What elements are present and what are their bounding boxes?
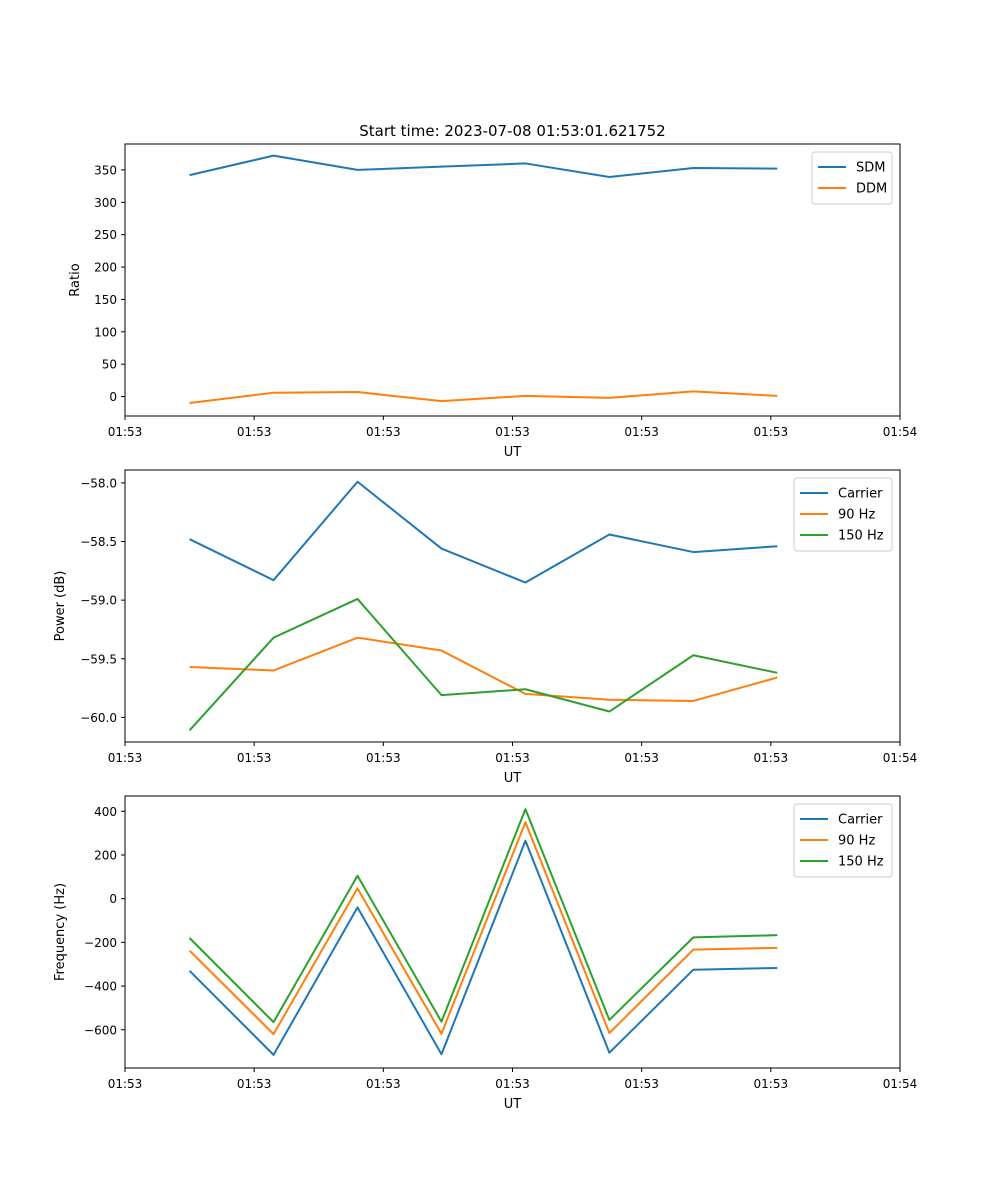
series-line-sdm xyxy=(189,154,778,179)
y-tick-label: −58.0 xyxy=(80,476,117,490)
series-line-carrier xyxy=(188,839,778,1056)
legend-label: DDM xyxy=(856,182,887,197)
legend-label: 90 Hz xyxy=(838,508,875,523)
y-tick-label: 350 xyxy=(94,163,117,177)
x-tick-label: 01:53 xyxy=(237,425,272,439)
x-tick-label: 01:54 xyxy=(883,425,918,439)
x-tick-label: 01:53 xyxy=(108,1077,143,1091)
x-tick-label: 01:53 xyxy=(366,751,401,765)
legend: Carrier 90 Hz 150 Hz xyxy=(793,803,893,878)
x-axis-label: UT xyxy=(504,771,522,786)
x-tick-label: 01:53 xyxy=(237,1077,272,1091)
legend-box xyxy=(793,477,893,552)
legend-label: 150 Hz xyxy=(838,855,884,870)
x-tick-label: 01:53 xyxy=(754,1077,789,1091)
y-tick-label: −600 xyxy=(84,1023,117,1037)
x-tick-label: 01:53 xyxy=(366,425,401,439)
series-line-150-hz xyxy=(188,808,778,1024)
y-tick-label: −59.0 xyxy=(80,594,117,608)
x-tick-label: 01:53 xyxy=(495,425,530,439)
plot-frame xyxy=(124,469,901,743)
series-line-90-hz xyxy=(189,636,778,702)
x-tick-label: 01:54 xyxy=(883,751,918,765)
legend-label: 90 Hz xyxy=(838,834,875,849)
y-tick-label: 0 xyxy=(109,390,117,404)
y-tick-label: 150 xyxy=(94,293,117,307)
y-tick-label: −60.0 xyxy=(80,711,117,725)
legend-label: SDM xyxy=(856,161,885,176)
legend: SDM DDM xyxy=(811,151,893,205)
x-tick-label: 01:54 xyxy=(883,1077,918,1091)
legend-box xyxy=(811,151,893,205)
chart-panel-2: 01:53 01:53 01:53 01:53 01:53 01:53 01:54 UT −60… xyxy=(53,469,918,786)
x-tick-label: 01:53 xyxy=(237,751,272,765)
x-tick-label: 01:53 xyxy=(754,751,789,765)
plot-frame xyxy=(124,795,901,1069)
legend-label: 150 Hz xyxy=(838,529,884,544)
x-tick-label: 01:53 xyxy=(366,1077,401,1091)
x-tick-label: 01:53 xyxy=(108,751,143,765)
x-tick-label: 01:53 xyxy=(495,1077,530,1091)
series-line-carrier xyxy=(189,480,778,584)
y-axis-label: Frequency (Hz) xyxy=(53,883,68,981)
y-tick-label: 400 xyxy=(94,805,117,819)
legend-label: Carrier xyxy=(838,813,883,828)
x-axis-label: UT xyxy=(504,445,522,460)
y-tick-label: 50 xyxy=(102,358,117,372)
y-tick-label: 200 xyxy=(94,848,117,862)
y-axis-label: Ratio xyxy=(68,263,83,296)
x-tick-label: 01:53 xyxy=(495,751,530,765)
y-tick-label: 300 xyxy=(94,196,117,210)
x-tick-label: 01:53 xyxy=(754,425,789,439)
x-axis-label: UT xyxy=(504,1097,522,1112)
legend-box xyxy=(793,803,893,878)
figure-title: Start time: 2023-07-08 01:53:01.621752 xyxy=(359,122,665,140)
legend: Carrier 90 Hz 150 Hz xyxy=(793,477,893,552)
y-tick-label: 200 xyxy=(94,261,117,275)
y-tick-label: 100 xyxy=(94,325,117,339)
x-tick-label: 01:53 xyxy=(624,1077,659,1091)
y-tick-label: 250 xyxy=(94,228,117,242)
y-tick-label: −59.5 xyxy=(80,652,117,666)
series-line-150-hz xyxy=(188,597,778,731)
y-tick-label: −58.5 xyxy=(80,535,117,549)
series-line-90-hz xyxy=(188,821,778,1036)
plot-frame xyxy=(124,143,901,417)
y-axis-label: Power (dB) xyxy=(53,571,68,642)
y-tick-label: −200 xyxy=(84,936,117,950)
x-tick-label: 01:53 xyxy=(624,425,659,439)
y-tick-label: −400 xyxy=(84,980,117,994)
series-line-ddm xyxy=(189,390,778,405)
legend-label: Carrier xyxy=(838,487,883,502)
y-tick-label: 0 xyxy=(109,892,117,906)
x-tick-label: 01:53 xyxy=(108,425,143,439)
x-tick-label: 01:53 xyxy=(624,751,659,765)
chart-panel-3: 01:53 01:53 01:53 01:53 01:53 01:53 01:54 UT −60… xyxy=(53,795,918,1112)
chart-panel-1: 01:53 01:53 01:53 01:53 01:53 01:53 01:54 UT 0 50… xyxy=(68,143,918,460)
